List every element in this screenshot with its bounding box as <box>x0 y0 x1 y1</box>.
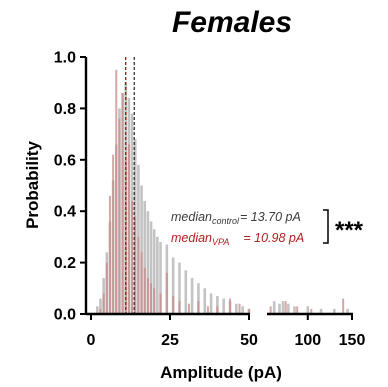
bar-vpa <box>229 298 232 314</box>
bar-vpa <box>206 306 209 314</box>
median-vpa-label: medianVPA = 10.98 pA <box>171 231 304 247</box>
y-tick-label: 0.6 <box>54 152 76 169</box>
median-lines <box>124 57 135 314</box>
significance-bracket <box>323 209 329 244</box>
bar-control <box>197 283 200 314</box>
bar-vpa <box>108 195 111 314</box>
y-tick-label: 0.8 <box>54 101 76 118</box>
bar-control <box>278 303 281 314</box>
bar-control <box>216 296 219 314</box>
bar-control <box>319 308 323 314</box>
y-tick-label: 1.0 <box>54 50 76 67</box>
x-axis-title: Amplitude (pA) <box>160 363 282 382</box>
x-ticks: 0 25 50 100 150 <box>87 314 366 349</box>
median-control-label: mediancontrol= 13.70 pA <box>171 210 301 226</box>
bar-vpa <box>127 144 130 314</box>
median-control-value: = 13.70 pA <box>240 210 301 224</box>
bar-control <box>222 298 226 314</box>
y-tick-label: 0.4 <box>54 204 76 221</box>
bar-control <box>96 306 99 314</box>
bar-control <box>152 229 156 314</box>
bar-vpa <box>296 306 299 314</box>
bar-vpa <box>137 236 140 314</box>
median-vpa-base: median <box>171 231 212 245</box>
bar-control <box>184 270 188 314</box>
bar-control <box>159 242 162 314</box>
chart-title: Females <box>172 6 292 39</box>
x-tick-label: 150 <box>339 332 366 349</box>
bar-vpa <box>143 267 146 314</box>
bar-vpa <box>248 308 250 314</box>
bar-vpa <box>99 308 102 314</box>
y-ticks: 0.0 0.2 0.4 0.6 0.8 1.0 <box>54 50 86 324</box>
median-control-base: median <box>171 210 212 224</box>
bar-control <box>143 200 147 314</box>
bar-vpa <box>118 118 121 315</box>
bar-vpa <box>134 216 137 314</box>
y-tick-label: 0.2 <box>54 255 76 272</box>
bar-control <box>333 308 336 314</box>
bar-vpa <box>238 303 241 314</box>
bar-control <box>293 306 296 314</box>
bar-vpa <box>342 298 345 314</box>
bar-control <box>171 257 175 314</box>
bar-control <box>346 308 349 314</box>
bar-vpa <box>124 159 127 314</box>
bar-control <box>241 306 244 314</box>
bar-control <box>281 301 285 314</box>
bar-control <box>287 303 290 314</box>
y-tick-label: 0.0 <box>54 307 76 324</box>
median-control-subscript: control <box>212 216 240 226</box>
bar-vpa <box>115 69 118 314</box>
bar-control <box>149 221 153 314</box>
bar-vpa <box>178 301 181 314</box>
x-tick-label: 25 <box>161 332 179 349</box>
bar-vpa <box>165 272 168 314</box>
bar-vpa <box>284 301 287 314</box>
median-vpa-value: = 10.98 pA <box>243 231 304 245</box>
axes <box>84 57 353 316</box>
bar-control <box>235 303 238 314</box>
bar-vpa <box>112 154 115 314</box>
bar-vpa <box>159 293 162 314</box>
bar-vpa <box>153 288 156 314</box>
bar-control <box>178 262 181 314</box>
bar-control <box>203 288 207 314</box>
median-vpa-subscript: VPA <box>212 237 229 247</box>
bar-control <box>146 211 150 314</box>
x-tick-label: 50 <box>240 332 258 349</box>
bar-vpa <box>140 252 143 314</box>
bar-vpa <box>146 278 149 314</box>
bar-vpa <box>105 262 108 314</box>
significance-stars: *** <box>335 217 364 244</box>
bar-vpa <box>131 200 134 314</box>
bar-vpa <box>197 301 200 314</box>
bar-control <box>209 293 213 314</box>
bar-control <box>306 306 310 314</box>
bar-vpa <box>150 283 153 314</box>
bar-vpa <box>187 303 190 314</box>
bar-vpa <box>310 308 313 314</box>
bar-vpa <box>172 296 175 314</box>
bar-control <box>156 236 159 314</box>
bar-control <box>272 301 276 314</box>
x-tick-label: 100 <box>294 332 321 349</box>
y-axis-title: Probability <box>23 141 42 229</box>
bar-control <box>99 298 102 314</box>
bar-control <box>190 278 194 314</box>
bar-vpa <box>102 293 105 314</box>
bar-vpa <box>216 306 219 314</box>
bar-control <box>140 185 143 314</box>
bar-vpa <box>269 306 272 314</box>
bar-vpa <box>121 92 124 314</box>
x-tick-label: 0 <box>87 332 96 349</box>
vpa-bars <box>99 69 345 315</box>
